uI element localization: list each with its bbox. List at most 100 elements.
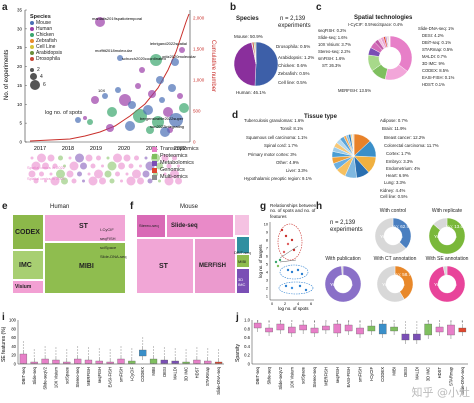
species-bubble (106, 124, 114, 132)
arrow-line (279, 245, 299, 259)
species-dot (30, 21, 34, 25)
i-outlier (218, 355, 220, 357)
species-bubble (75, 117, 81, 123)
panel-e: e Human CODEX ST IMC MIBI Visium I-CyCIF… (0, 200, 128, 295)
g-y-tick: 5 (266, 263, 268, 267)
j-x-label: DESI (403, 367, 408, 377)
tissue-pie-label: Colorectal carcinoma: 11.7% (384, 143, 439, 148)
species-name: Human (36, 26, 53, 32)
i-outlier (44, 349, 46, 351)
species-dot (30, 39, 34, 43)
donut-3: With CT annotation Yes: 41.3% No: 58.7% (368, 256, 422, 308)
species-legend-item: Chicken (30, 32, 62, 38)
tech-bubble (39, 171, 44, 177)
j-box (401, 333, 410, 341)
donut-1: With replicate Yes: 86.4% No: 13.6% (420, 208, 474, 260)
i-outlier (120, 352, 122, 354)
i-x-label: MERFISH (86, 367, 91, 386)
species-pie-label: Chicken: 0.6% (278, 63, 308, 68)
donut-yes: Yes: 98.6% (330, 282, 353, 287)
panel-a: a 0 5 10 15 20 25 30 35 0 500 1,000 1,500 2,000 201… (0, 0, 230, 190)
i-y-tick: 40 (11, 344, 16, 349)
j-box (310, 327, 319, 334)
species-name: Cell Line (36, 44, 56, 50)
i-outlier (142, 337, 144, 339)
left-tick-label: 30 (17, 26, 23, 31)
i-outlier (55, 350, 57, 352)
species-bubble (133, 109, 147, 123)
i-outlier (218, 352, 220, 354)
species-bubble (115, 87, 121, 93)
tech-bubble (56, 169, 65, 179)
i-outlier (98, 354, 100, 356)
i-outlier (153, 352, 155, 354)
tech-bubble (170, 169, 179, 179)
tech-name: Transcriptomics (160, 146, 199, 152)
tile-imc: IMC (12, 250, 44, 280)
tech-bubble (142, 170, 150, 178)
panel-b-label: b (230, 2, 237, 13)
tile-st-mouse: ST (136, 238, 194, 294)
tile-stereo-seq: Stereo-seq (136, 214, 166, 238)
j-y-tick: 0.8 (244, 326, 250, 331)
i-y-tick: 100 (9, 318, 17, 323)
tissue-pie-label: Lung: 3.3% (384, 180, 406, 185)
i-box (74, 358, 82, 364)
j-y-tick: 1.0 (244, 318, 250, 323)
i-x-label: Slide-DNA-seq (216, 366, 221, 394)
x-tick-label: 2022 (174, 146, 186, 152)
i-outlier (55, 347, 57, 349)
tech-pie-label: Slide-seq: 1.6% (318, 35, 348, 40)
i-x-label: Stereo-seq (75, 366, 80, 387)
species-bubble (91, 96, 99, 104)
tech-bubble (47, 154, 55, 162)
tech-bubble (113, 153, 122, 163)
i-ylabel: SE features (%) (1, 326, 7, 362)
species-legend-item: Drosophila (30, 56, 62, 62)
scatter-point (286, 242, 290, 246)
i-outlier (185, 349, 187, 351)
i-outlier (131, 351, 133, 353)
panel-h-n-sub: experiments (330, 227, 363, 233)
i-x-label: EASI-FISH (108, 367, 113, 387)
tech-pie-label: MALDI: 0.7% (422, 54, 447, 59)
i-x-label: 10X Visium (53, 366, 58, 388)
donut-slice (341, 265, 344, 276)
i-outlier (44, 346, 46, 348)
tech-swatch (152, 168, 157, 173)
scatter-point (290, 286, 294, 290)
tech-name: Genomics (160, 167, 185, 173)
i-y-tick: 80 (11, 326, 16, 331)
left-tick-label: 5 (19, 121, 22, 126)
panel-b-n: n = 2,139 (280, 16, 306, 22)
i-outlier (87, 353, 89, 355)
scatter-point (300, 272, 304, 276)
j-outlier (404, 324, 406, 326)
j-box (435, 326, 444, 333)
i-box (193, 359, 201, 364)
i-outlier (142, 340, 144, 342)
j-outlier (450, 320, 452, 322)
tissue-pie-label: Other: 4.9% (276, 160, 299, 165)
donut-no: No: 62.9% (392, 224, 414, 229)
i-x-label: smFISH (119, 367, 124, 382)
i-box (84, 359, 93, 364)
tech-bubble (52, 163, 58, 169)
tech-bubble (139, 164, 142, 168)
tech-bubble (75, 153, 84, 163)
tech-bubble (132, 169, 141, 179)
scatter-point (274, 260, 278, 264)
tech-bubble (125, 172, 129, 176)
i-box (139, 349, 147, 357)
i-box (214, 361, 223, 364)
i-box (204, 360, 212, 364)
i-outlier (109, 349, 111, 351)
left-tick-label: 35 (17, 8, 23, 13)
tissue-pie-label: Liver: 3.3% (286, 168, 308, 173)
j-box (367, 325, 376, 332)
tile-visium: Visium (12, 280, 44, 294)
left-tick-label: 20 (17, 64, 23, 69)
panel-j: j 1.0 0.8 0.6 0.4 0.2 0 Sparsity DBIT-seq Slide-… (234, 312, 474, 403)
tech-pie-label: EASI-FISH: 0.1% (422, 75, 455, 80)
tile-st: ST (44, 214, 126, 242)
